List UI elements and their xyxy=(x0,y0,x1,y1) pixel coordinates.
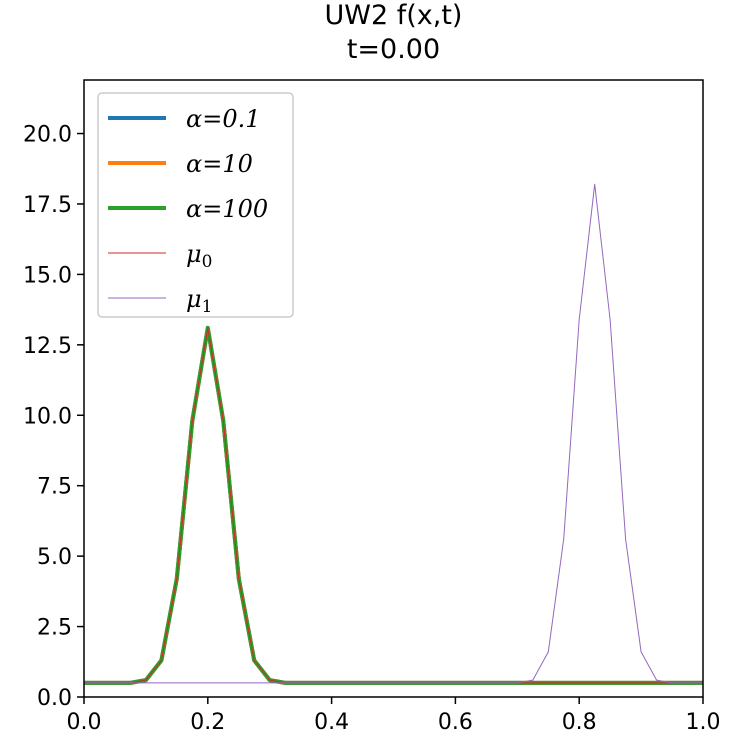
x-tick: 1.0 xyxy=(686,697,721,735)
y-tick: 10.0 xyxy=(23,404,84,429)
y-tick: 0.0 xyxy=(37,686,84,711)
legend-entry: α=100 xyxy=(108,195,268,223)
series-line xyxy=(84,183,703,684)
y-tick: 15.0 xyxy=(23,263,84,288)
y-tick: 12.5 xyxy=(23,334,84,359)
legend-entry: μ0 xyxy=(108,240,212,272)
legend-label: α=0.1 xyxy=(186,105,260,133)
y-tick-label: 20.0 xyxy=(23,123,72,148)
legend-box xyxy=(97,92,294,318)
legend-label: μ0 xyxy=(186,240,212,272)
x-tick: 0.0 xyxy=(67,697,102,735)
x-tick-label: 0.2 xyxy=(190,710,225,735)
y-tick: 20.0 xyxy=(23,123,84,148)
y-tick: 17.5 xyxy=(23,193,84,218)
x-tick: 0.4 xyxy=(314,697,349,735)
y-tick-label: 15.0 xyxy=(23,263,72,288)
y-tick-label: 2.5 xyxy=(37,616,72,641)
legend: α=0.1 α=10 α=100 μ0 μ1 xyxy=(97,92,294,318)
x-tick-label: 0.0 xyxy=(67,710,102,735)
series-line xyxy=(84,325,703,685)
y-tick-label: 17.5 xyxy=(23,193,72,218)
x-tick: 0.6 xyxy=(438,697,473,735)
chart-subtitle: t=0.00 xyxy=(346,34,441,65)
y-tick-label: 7.5 xyxy=(37,475,72,500)
x-tick: 0.8 xyxy=(562,697,597,735)
legend-entry: μ1 xyxy=(108,285,212,317)
legend-entry: α=10 xyxy=(108,150,253,178)
x-tick: 0.2 xyxy=(190,697,225,735)
legend-label: α=10 xyxy=(186,150,253,178)
x-tick-label: 0.8 xyxy=(562,710,597,735)
x-tick-label: 1.0 xyxy=(686,710,721,735)
series-line xyxy=(84,325,703,685)
x-tick-label: 0.4 xyxy=(314,710,349,735)
y-tick: 7.5 xyxy=(37,475,84,500)
legend-label: α=100 xyxy=(186,195,268,223)
series-line xyxy=(84,327,703,684)
legend-entry: α=0.1 xyxy=(108,105,260,133)
series-lines xyxy=(84,183,703,685)
chart-title: UW2 f(x,t) xyxy=(324,0,463,31)
x-tick-label: 0.6 xyxy=(438,710,473,735)
y-tick-label: 12.5 xyxy=(23,334,72,359)
y-tick-label: 0.0 xyxy=(37,686,72,711)
legend-label: μ1 xyxy=(186,285,212,317)
series-line xyxy=(84,325,703,685)
y-tick-label: 5.0 xyxy=(37,545,72,570)
y-tick: 2.5 xyxy=(37,616,84,641)
y-tick: 5.0 xyxy=(37,545,84,570)
plot-frame xyxy=(83,79,704,698)
y-tick-label: 10.0 xyxy=(23,404,72,429)
